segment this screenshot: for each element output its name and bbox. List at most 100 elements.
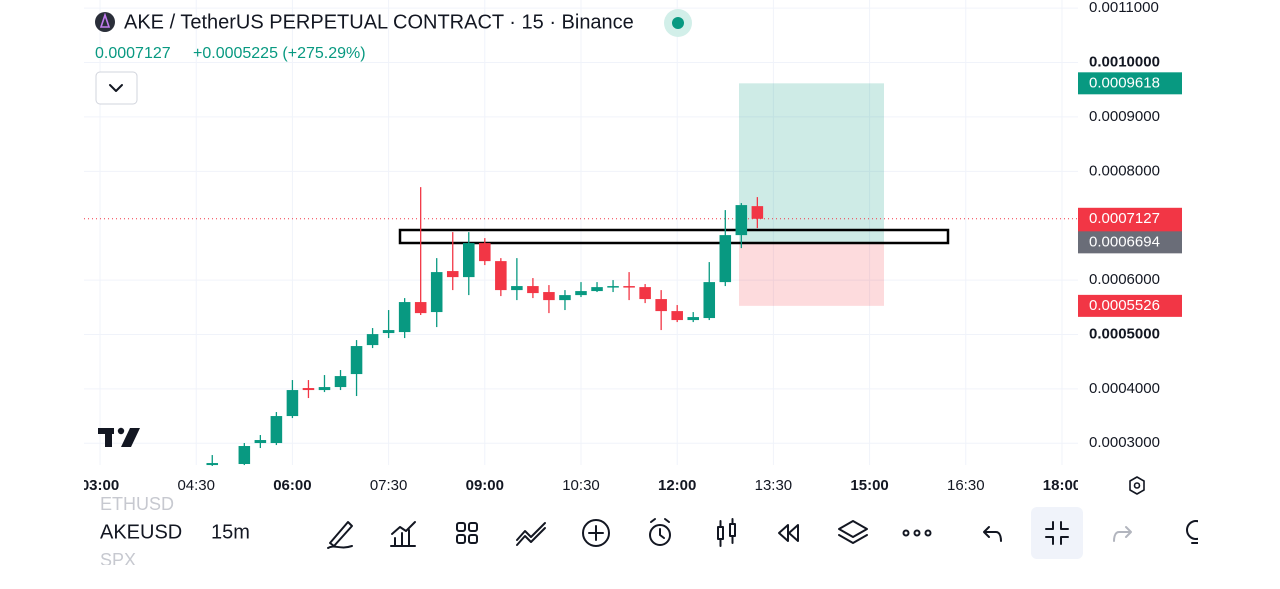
more-icon[interactable] bbox=[902, 529, 932, 537]
candle-body bbox=[350, 346, 363, 375]
candle-body bbox=[607, 286, 619, 288]
price-label: 0.0006694 bbox=[1089, 233, 1160, 250]
symbol-current[interactable]: AKEUSD bbox=[100, 521, 182, 543]
alert-icon[interactable] bbox=[649, 518, 671, 546]
grid bbox=[84, 0, 1078, 465]
x-tick-label: 13:30 bbox=[755, 477, 793, 494]
draw-tool-icon[interactable] bbox=[327, 521, 353, 549]
x-tick-label: 04:30 bbox=[177, 477, 215, 494]
candle-body bbox=[430, 272, 443, 313]
undo-icon[interactable] bbox=[983, 526, 1002, 542]
candle-body bbox=[703, 282, 716, 319]
symbol-icon bbox=[95, 12, 115, 32]
candle-body bbox=[270, 416, 283, 444]
candle-body bbox=[655, 299, 667, 312]
candle-body bbox=[575, 291, 587, 296]
candles bbox=[206, 187, 764, 466]
drawings bbox=[84, 83, 1078, 306]
y-tick-label: 0.0005000 bbox=[1089, 325, 1160, 342]
price-label-box bbox=[1078, 294, 1182, 317]
x-tick-label: 10:30 bbox=[562, 477, 600, 494]
symbol-icon-glyph bbox=[99, 12, 111, 28]
candle-body bbox=[687, 317, 699, 321]
price-label-box bbox=[1078, 72, 1182, 95]
candle-body bbox=[254, 440, 267, 444]
layouts-icon[interactable] bbox=[456, 522, 478, 544]
candle-body bbox=[286, 390, 299, 417]
take-profit-zone bbox=[739, 83, 884, 243]
toolbar: ETHUSD AKEUSD SPX 15m bbox=[100, 494, 1205, 570]
axis-settings-icon-center bbox=[1133, 482, 1141, 489]
indicators-icon[interactable] bbox=[390, 521, 416, 547]
x-tick-label: 06:00 bbox=[273, 477, 311, 494]
replay-icon[interactable] bbox=[778, 524, 799, 542]
interval[interactable]: 15m bbox=[211, 521, 250, 543]
candle-body bbox=[334, 376, 347, 388]
x-tick-label: 18:00 bbox=[1043, 477, 1081, 494]
candle-body bbox=[623, 286, 635, 288]
y-tick-label: 0.0011000 bbox=[1089, 0, 1159, 16]
chart-type-icon[interactable] bbox=[717, 518, 736, 547]
redo-icon[interactable] bbox=[1113, 526, 1132, 542]
symbol-option[interactable]: SPX bbox=[100, 550, 136, 570]
x-tick-label: 12:00 bbox=[658, 477, 696, 494]
candle-body bbox=[366, 334, 379, 346]
candle-body bbox=[414, 302, 427, 314]
candle-body bbox=[382, 330, 395, 334]
candle-body bbox=[206, 463, 219, 466]
candle-body bbox=[591, 287, 603, 292]
y-axis: 0.0011000 0.0010000 0.0009000 0.0008000 0.00… bbox=[1078, 0, 1182, 451]
candle-body bbox=[559, 295, 571, 301]
candle-body bbox=[479, 243, 491, 262]
candle-body bbox=[735, 205, 748, 236]
y-tick-label: 0.0009000 bbox=[1089, 108, 1160, 125]
y-tick-label: 0.0003000 bbox=[1089, 434, 1160, 451]
candle-body bbox=[527, 286, 539, 294]
price-label: 0.0009618 bbox=[1089, 74, 1160, 91]
y-tick-label: 0.0010000 bbox=[1089, 54, 1160, 71]
candle-body bbox=[238, 446, 251, 465]
add-icon[interactable] bbox=[582, 519, 610, 547]
idea-icon[interactable] bbox=[1186, 520, 1205, 544]
x-tick-label: 03:00 bbox=[81, 477, 119, 494]
candle-body bbox=[495, 261, 507, 291]
x-tick-label: 07:30 bbox=[370, 477, 408, 494]
tv-logo bbox=[98, 427, 140, 447]
stop-loss-zone bbox=[739, 242, 884, 306]
x-tick-label: 15:00 bbox=[850, 477, 888, 494]
collapse-button[interactable] bbox=[95, 71, 138, 105]
candle-body bbox=[671, 311, 683, 321]
candle-body bbox=[302, 388, 315, 391]
candle-body bbox=[446, 271, 459, 278]
y-tick-label: 0.0008000 bbox=[1089, 162, 1160, 179]
candle-body bbox=[318, 387, 331, 391]
fullscreen-icon bbox=[1045, 521, 1069, 545]
price-change: +0.0005225 (+275.29%) bbox=[193, 45, 366, 62]
layers-icon[interactable] bbox=[838, 520, 868, 544]
candle-body bbox=[751, 206, 764, 219]
candle-body bbox=[543, 292, 555, 301]
drawn-rectangle bbox=[398, 228, 950, 245]
x-tick-label: 09:00 bbox=[466, 477, 504, 494]
chart-title: AKE / TetherUS PERPETUAL CONTRACT · 15 ·… bbox=[124, 11, 634, 33]
x-axis: 03:00 04:30 06:00 07:30 09:00 10:30 12:00 13:30… bbox=[81, 477, 1081, 494]
candle-body bbox=[463, 243, 475, 278]
y-tick-label: 0.0006000 bbox=[1089, 271, 1160, 288]
y-tick-label: 0.0004000 bbox=[1089, 380, 1160, 397]
symbol-option[interactable]: ETHUSD bbox=[100, 494, 174, 514]
last-price: 0.0007127 bbox=[95, 45, 171, 62]
candle-body bbox=[398, 302, 411, 333]
price-label: 0.0007127 bbox=[1089, 210, 1160, 227]
candle-body bbox=[719, 235, 732, 283]
market-status-dot[interactable] bbox=[672, 17, 684, 29]
chevron-icon bbox=[109, 84, 123, 92]
axis-settings-icon[interactable] bbox=[1129, 476, 1145, 495]
compare-icon[interactable] bbox=[516, 522, 546, 546]
candle-body bbox=[511, 286, 523, 291]
candle-body bbox=[639, 287, 651, 300]
fullscreen-button[interactable] bbox=[1031, 507, 1083, 559]
price-label: 0.0005526 bbox=[1089, 297, 1160, 314]
x-tick-label: 16:30 bbox=[947, 477, 985, 494]
